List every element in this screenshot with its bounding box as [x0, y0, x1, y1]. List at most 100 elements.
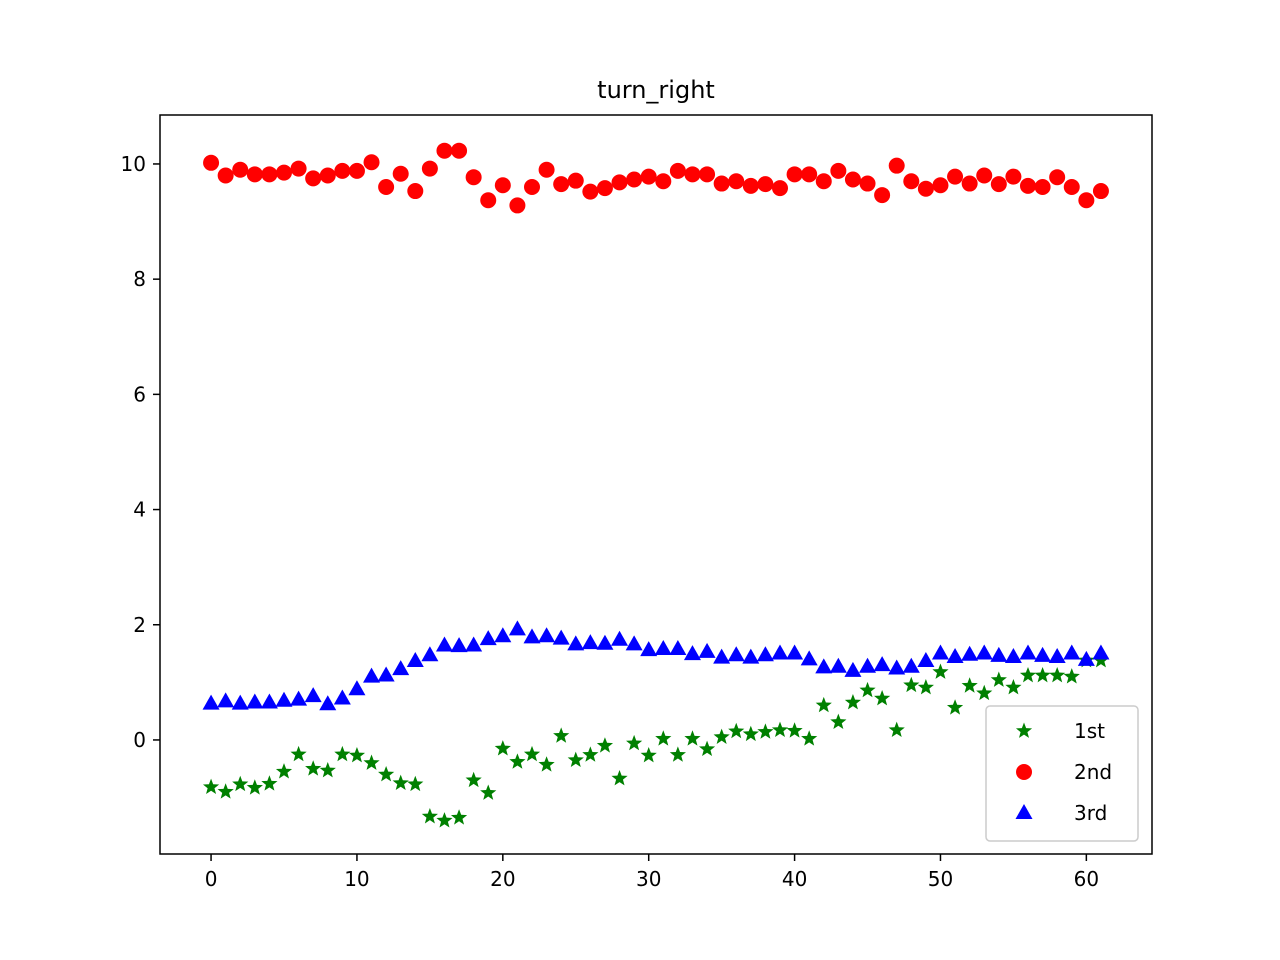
data-point: [684, 166, 701, 183]
data-point: [1020, 177, 1036, 194]
data-point: [888, 157, 905, 174]
data-point: [888, 659, 906, 675]
data-point: [990, 671, 1007, 687]
data-point: [800, 650, 818, 666]
y-tick-label: 6: [133, 382, 146, 406]
data-point: [479, 630, 497, 646]
data-point: [319, 761, 336, 778]
data-point: [1019, 666, 1037, 683]
x-tick-label: 0: [205, 867, 218, 891]
data-point: [465, 169, 482, 186]
data-point: [348, 162, 365, 179]
data-point: [990, 646, 1008, 662]
data-point: [625, 635, 643, 651]
data-point: [1034, 178, 1051, 195]
y-tick-label: 10: [121, 152, 146, 176]
data-point: [626, 171, 643, 188]
series-3rd: [202, 620, 1110, 711]
data-point: [567, 751, 584, 767]
y-axis: 0 2 4 6 8 10: [121, 152, 160, 752]
data-point: [1092, 644, 1110, 660]
legend-label: 2nd: [1074, 760, 1112, 784]
data-point: [859, 681, 876, 698]
data-point: [859, 657, 877, 673]
data-point: [990, 176, 1007, 193]
data-point: [363, 667, 381, 683]
series-2nd: [203, 142, 1109, 214]
data-point: [319, 695, 337, 711]
plot-markers: [202, 142, 1110, 828]
data-point: [480, 784, 497, 800]
legend-item-3rd: 3rd: [1015, 801, 1107, 825]
data-point: [815, 658, 833, 674]
data-point: [742, 725, 759, 742]
data-point: [669, 162, 686, 179]
data-point: [1092, 651, 1110, 668]
legend-label: 1st: [1074, 719, 1105, 743]
data-point: [553, 176, 570, 193]
data-point: [232, 161, 249, 178]
data-point: [757, 723, 774, 739]
data-point: [698, 740, 716, 757]
data-point: [538, 627, 556, 643]
data-point: [421, 808, 438, 824]
data-point: [931, 644, 949, 660]
data-point: [961, 645, 979, 661]
data-point: [261, 775, 278, 791]
data-point: [873, 656, 891, 672]
data-point: [669, 639, 687, 655]
data-point: [465, 771, 482, 788]
data-point: [378, 178, 395, 195]
data-point: [713, 648, 731, 664]
x-tick-label: 60: [1074, 867, 1099, 891]
data-point: [246, 779, 263, 795]
data-point: [480, 192, 497, 209]
data-point: [946, 699, 964, 715]
x-axis: 0 10 20 30 40 50 60: [205, 854, 1099, 891]
data-point: [844, 171, 861, 188]
data-point: [305, 170, 322, 187]
data-point: [436, 142, 453, 159]
y-tick-label: 0: [133, 728, 146, 752]
data-point: [494, 177, 511, 194]
legend: 1st 2nd 3rd: [985, 705, 1139, 842]
x-tick-label: 10: [344, 867, 369, 891]
data-point: [640, 641, 658, 657]
data-point: [407, 775, 424, 792]
data-point: [1049, 169, 1066, 186]
data-point: [1063, 668, 1080, 684]
data-point: [1077, 650, 1095, 666]
data-point: [290, 160, 307, 177]
data-point: [742, 648, 760, 664]
data-point: [494, 627, 512, 643]
y-tick-label: 4: [133, 498, 146, 522]
data-point: [815, 173, 832, 190]
data-point: [757, 176, 774, 193]
data-point: [844, 661, 862, 677]
legend-box: [985, 705, 1139, 842]
data-point: [961, 175, 978, 192]
data-point: [771, 721, 789, 738]
data-point: [932, 663, 949, 679]
data-point: [932, 177, 949, 194]
data-point: [596, 737, 614, 753]
data-point: [202, 778, 220, 795]
data-point: [611, 770, 628, 786]
data-point: [217, 783, 234, 799]
data-point: [246, 166, 263, 183]
data-point: [917, 652, 935, 668]
data-point: [450, 809, 468, 825]
plot-frame: [159, 114, 1153, 855]
data-point: [363, 754, 380, 770]
data-point: [786, 722, 803, 738]
chart-title: turn_right: [597, 76, 715, 104]
data-point: [1063, 178, 1080, 195]
data-point: [683, 645, 701, 661]
data-point: [260, 693, 278, 709]
data-point: [640, 747, 657, 763]
data-point: [392, 774, 409, 791]
data-point: [319, 167, 336, 184]
data-point: [640, 168, 657, 185]
data-point: [290, 690, 308, 706]
data-point: [582, 746, 599, 762]
